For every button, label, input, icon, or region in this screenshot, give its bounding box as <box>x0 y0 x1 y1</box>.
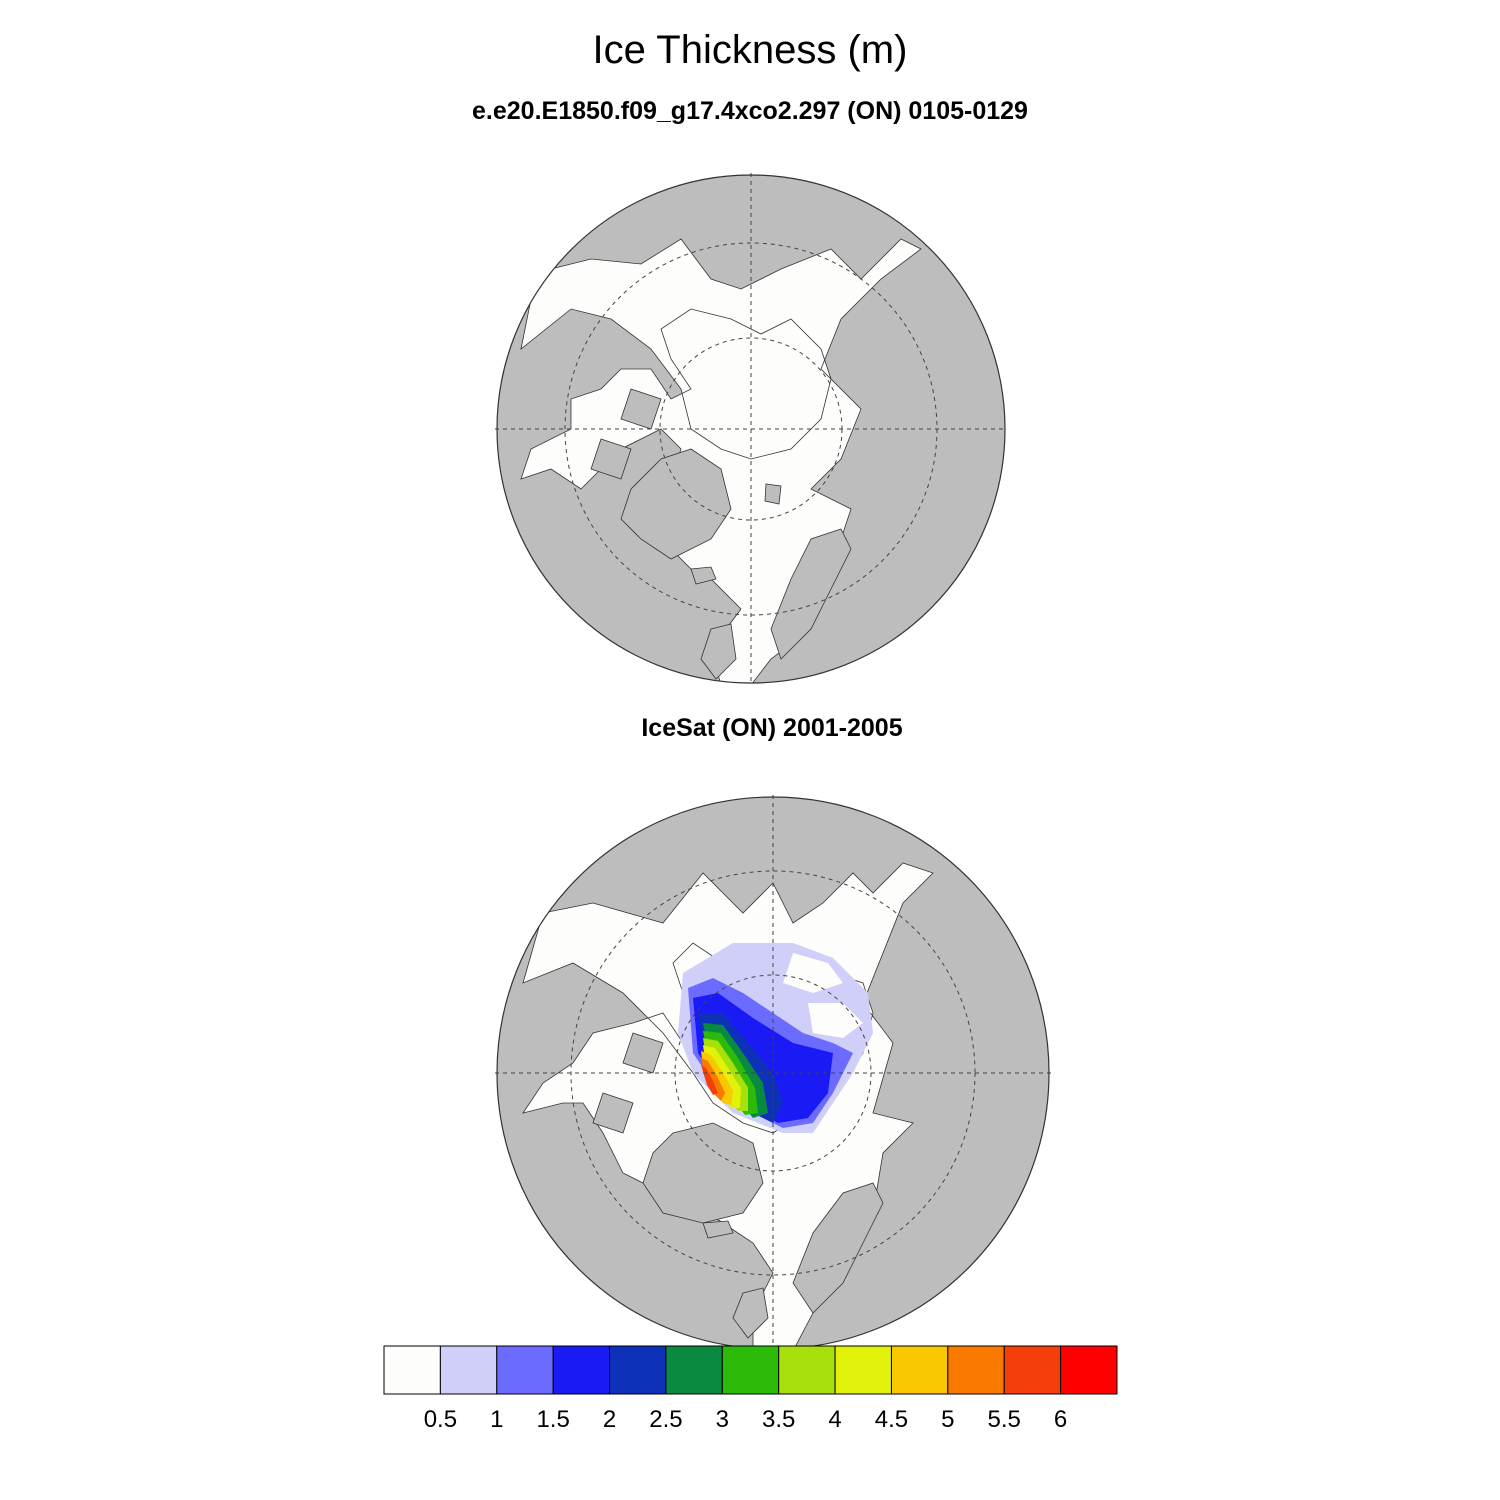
greenland <box>642 1122 764 1224</box>
obs-panel-title: IceSat (ON) 2001-2005 <box>641 714 903 742</box>
ice-thickness-field <box>678 943 873 1133</box>
colorbar-swatch <box>383 1345 441 1395</box>
colorbar-swatch <box>947 1345 1005 1395</box>
colorbar-swatch <box>778 1345 836 1395</box>
model-polar-map <box>495 173 1007 685</box>
british-isles <box>700 623 737 680</box>
colorbar-tick-label: 1.5 <box>536 1406 570 1433</box>
colorbar-swatch <box>552 1345 611 1395</box>
colorbar-swatch <box>1003 1345 1062 1395</box>
colorbar-swatch <box>609 1345 667 1395</box>
british-isles <box>732 1287 769 1339</box>
colorbar-swatch <box>496 1345 554 1395</box>
greenland <box>620 448 732 560</box>
colorbar-swatch <box>721 1345 780 1395</box>
plot-title: Ice Thickness (m) <box>592 28 908 72</box>
graticule <box>495 795 1051 1351</box>
colorbar-swatch <box>665 1345 723 1395</box>
map-boundary <box>496 174 1006 684</box>
colorbar-tick-label: 4 <box>828 1406 842 1433</box>
colorbar-tick-label: 4.5 <box>874 1406 909 1433</box>
colorbar <box>383 1345 1118 1395</box>
obs-polar-map <box>495 795 1051 1351</box>
scandinavia <box>770 528 852 660</box>
colorbar-swatch <box>439 1345 498 1395</box>
model-panel-title: e.e20.E1850.f09_g17.4xco2.297 (ON) 0105-… <box>472 97 1028 125</box>
colorbar-tick-label: 5.5 <box>987 1406 1021 1433</box>
colorbar-tick-label: 6 <box>1053 1406 1068 1433</box>
colorbar-tick-label: 2.5 <box>649 1406 683 1433</box>
colorbar-tick-label: 5 <box>941 1406 955 1433</box>
colorbar-tick-label: 3.5 <box>762 1406 796 1433</box>
colorbar-swatch <box>834 1345 892 1395</box>
iceland <box>702 1220 734 1239</box>
colorbar-tick-label: 2 <box>602 1406 617 1433</box>
scandinavia <box>792 1182 884 1314</box>
colorbar-swatch <box>1060 1345 1118 1395</box>
iceland <box>690 566 717 585</box>
colorbar-tick-label: 1 <box>490 1406 504 1433</box>
graticule <box>495 173 1007 685</box>
colorbar-tick-label: 0.5 <box>423 1406 458 1433</box>
svalbard <box>764 483 782 505</box>
colorbar-tick-label: 3 <box>715 1406 729 1433</box>
colorbar-swatch <box>890 1345 949 1395</box>
